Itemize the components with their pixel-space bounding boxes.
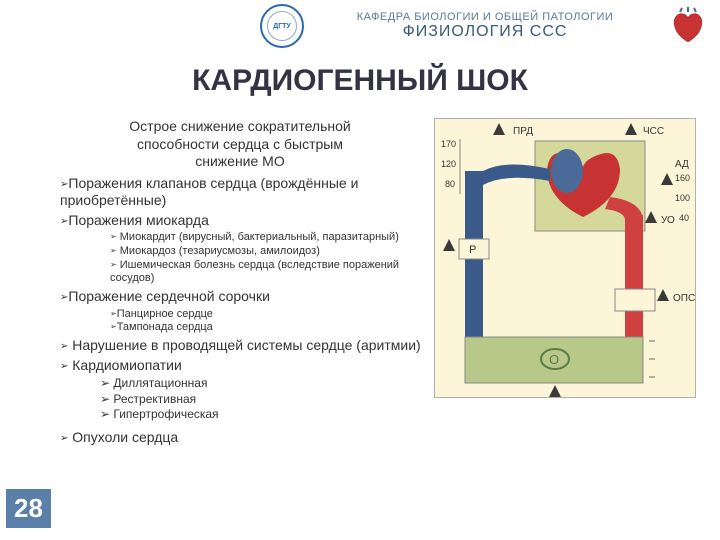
svg-text:120: 120 xyxy=(441,159,456,169)
bullet-3: ➢Поражение сердечной сорочки xyxy=(50,288,430,306)
bullet-marker: ➢ xyxy=(60,341,68,352)
sub-item: ➢ Ишемическая болезнь сердца (вследствие… xyxy=(110,259,430,287)
bullet-2: ➢Поражения миокарда xyxy=(50,212,430,230)
bullet-1: ➢Поражения клапанов сердца (врождённые и… xyxy=(50,175,430,210)
sub-text: Миокардит (вирусный, бактериальный, пара… xyxy=(120,231,399,243)
label-ops: ОПС xyxy=(673,293,695,304)
sub-item: ➢ Гипертрофическая xyxy=(100,407,430,423)
bullet-2-sub: ➢ Миокардит (вирусный, бактериальный, па… xyxy=(50,231,430,286)
intro-l3: снижение МО xyxy=(195,153,284,169)
circulation-diagram: ПРД ЧСС 170 120 80 160 100 40 АД xyxy=(434,118,696,398)
label-o: О xyxy=(549,352,559,367)
bullet-marker: ➢ xyxy=(100,392,110,406)
bullet-2-text: Поражения миокарда xyxy=(68,212,208,228)
sub-text: Миокардоз (тезариусмозы, амилоидоз) xyxy=(120,245,320,257)
label-chss: ЧСС xyxy=(643,126,664,137)
sub-item: ➢ Миокардоз (тезариусмозы, амилоидоз) xyxy=(110,245,430,259)
bullet-marker: ➢ xyxy=(60,433,68,444)
course-name: ФИЗИОЛОГИЯ ССС xyxy=(312,23,658,41)
label-prd: ПРД xyxy=(513,126,533,137)
bullet-marker: ➢ xyxy=(110,260,117,269)
intro-l1: Острое снижение сократительной xyxy=(129,118,350,134)
bullet-marker: ➢ xyxy=(110,232,117,241)
page-number: 28 xyxy=(6,489,51,528)
bullet-marker: ➢ xyxy=(110,309,117,318)
heart-icon xyxy=(666,6,712,46)
diagram-column: ПРД ЧСС 170 120 80 160 100 40 АД xyxy=(430,118,700,448)
sub-item: ➢ Миокардит (вирусный, бактериальный, па… xyxy=(110,231,430,245)
sub-text: Диллятационная xyxy=(113,376,207,390)
intro-l2: способности сердца с быстрым xyxy=(137,136,343,152)
sub-text: Ишемическая болезнь сердца (вследствие п… xyxy=(110,259,399,285)
svg-text:160: 160 xyxy=(675,173,690,183)
bullet-6-text: Опухоли сердца xyxy=(72,429,178,445)
bullet-marker: ➢ xyxy=(100,407,110,421)
sub-text: Рестрективная xyxy=(113,392,196,406)
sub-item: ➢ Рестрективная xyxy=(100,392,430,408)
bullet-4-text: Нарушение в проводящей системы сердце (а… xyxy=(72,337,420,353)
content-area: Острое снижение сократительной способнос… xyxy=(0,118,720,448)
slide-title: КАРДИОГЕННЫЙ ШОК xyxy=(0,64,720,98)
bullet-3-sub: ➢Панцирное сердце ➢Тампонада сердца xyxy=(50,308,430,336)
sub-text: Панцирное сердце xyxy=(117,308,213,320)
sub-text: Гипертрофическая xyxy=(113,407,218,421)
bullet-marker: ➢ xyxy=(110,322,117,331)
university-logo: ДГТУ xyxy=(260,4,304,48)
sub-text: Тампонада сердца xyxy=(117,321,213,333)
text-column: Острое снижение сократительной способнос… xyxy=(50,118,430,448)
logo-text: ДГТУ xyxy=(267,11,297,41)
intro-text: Острое снижение сократительной способнос… xyxy=(50,118,430,171)
bullet-marker: ➢ xyxy=(60,361,68,372)
bullet-5-sub: ➢ Диллятационная ➢ Рестрективная ➢ Гипер… xyxy=(50,376,430,423)
bullet-5: ➢ Кардиомиопатии xyxy=(50,357,430,375)
label-r: Р xyxy=(469,244,476,256)
department-name: КАФЕДРА БИОЛОГИИ И ОБЩЕЙ ПАТОЛОГИИ xyxy=(312,11,658,23)
sub-item: ➢Тампонада сердца xyxy=(110,321,430,335)
header: ДГТУ КАФЕДРА БИОЛОГИИ И ОБЩЕЙ ПАТОЛОГИИ … xyxy=(0,0,720,50)
bullet-4: ➢ Нарушение в проводящей системы сердце … xyxy=(50,337,430,355)
bullet-marker: ➢ xyxy=(100,376,110,390)
sub-item: ➢Панцирное сердце xyxy=(110,308,430,322)
bullet-3-text: Поражение сердечной сорочки xyxy=(68,288,270,304)
bullet-1-text: Поражения клапанов сердца (врождённые и … xyxy=(60,175,358,209)
svg-text:100: 100 xyxy=(675,193,690,203)
sub-item: ➢ Диллятационная xyxy=(100,376,430,392)
header-text-block: КАФЕДРА БИОЛОГИИ И ОБЩЕЙ ПАТОЛОГИИ ФИЗИО… xyxy=(312,11,658,41)
bullet-6: ➢ Опухоли сердца xyxy=(50,429,430,447)
svg-text:170: 170 xyxy=(441,139,456,149)
bullet-marker: ➢ xyxy=(110,246,117,255)
bullet-5-text: Кардиомиопатии xyxy=(72,357,182,373)
svg-text:40: 40 xyxy=(679,213,689,223)
label-ad: АД xyxy=(675,159,689,170)
svg-text:80: 80 xyxy=(445,179,455,189)
label-uo: УО xyxy=(661,215,675,226)
